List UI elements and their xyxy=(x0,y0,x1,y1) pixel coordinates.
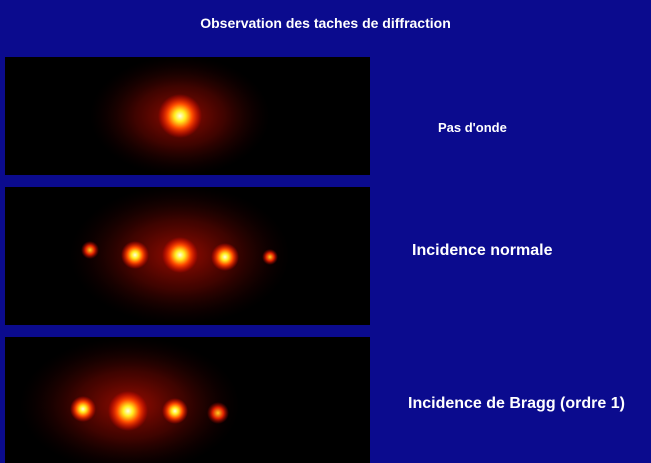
panel-label: Pas d'onde xyxy=(438,120,507,135)
pattern-no-wave xyxy=(90,56,270,176)
diffraction-images xyxy=(0,0,651,463)
slide: Observation des taches de diffraction Pa… xyxy=(0,0,651,463)
slide-title: Observation des taches de diffraction xyxy=(0,15,651,31)
panel-label: Incidence normale xyxy=(412,242,553,260)
pattern-normal xyxy=(70,185,290,325)
panel-label: Incidence de Bragg (ordre 1) xyxy=(408,395,625,413)
